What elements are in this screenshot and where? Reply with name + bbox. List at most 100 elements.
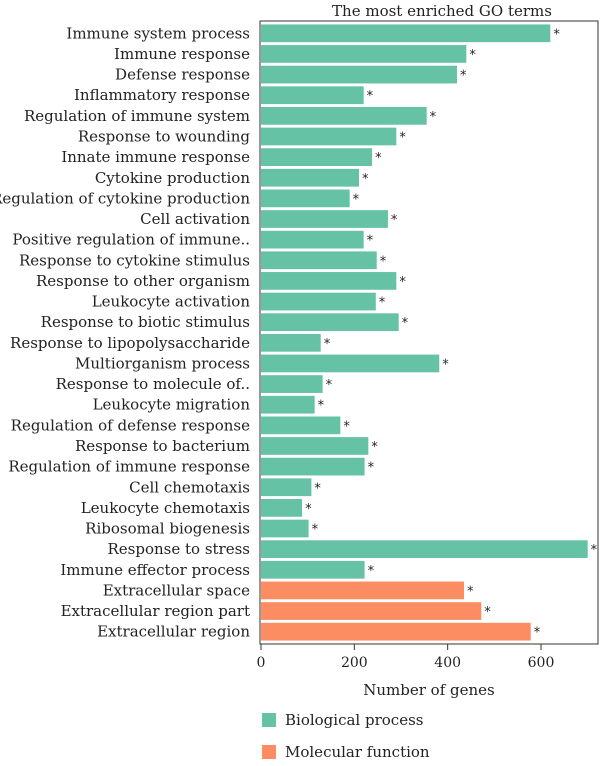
bar xyxy=(261,540,588,559)
category-label: Immune effector process xyxy=(60,561,250,579)
significance-marker: * xyxy=(399,130,406,145)
bar xyxy=(261,106,427,125)
category-label: Immune system process xyxy=(66,24,250,42)
bar xyxy=(261,602,482,620)
bar xyxy=(261,210,388,228)
legend-swatch xyxy=(262,745,276,759)
plot-frame xyxy=(259,20,599,645)
bar xyxy=(261,375,323,393)
significance-marker: * xyxy=(318,399,325,414)
category-label: Response to wounding xyxy=(78,127,251,145)
bar xyxy=(261,437,369,455)
significance-marker: * xyxy=(460,69,467,84)
bar xyxy=(261,519,309,538)
significance-marker: * xyxy=(305,502,312,517)
bar xyxy=(261,86,364,105)
significance-marker: * xyxy=(367,89,374,104)
x-tick-label: 0 xyxy=(257,655,266,671)
bar xyxy=(261,313,399,332)
category-label: Regulation of cytokine production xyxy=(0,189,250,207)
bar xyxy=(261,127,397,146)
bar xyxy=(261,581,464,600)
category-label: Extracellular region part xyxy=(61,602,250,620)
bar xyxy=(261,189,350,208)
bar xyxy=(261,45,467,63)
category-label: Positive regulation of immune.. xyxy=(12,231,250,249)
legend-label: Molecular function xyxy=(285,743,430,761)
category-label: Response to cytokine stimulus xyxy=(19,251,250,269)
significance-marker: * xyxy=(430,110,437,125)
legend-swatch xyxy=(262,713,276,727)
category-label: Regulation of immune response xyxy=(8,458,250,476)
category-label: Ribosomal biogenesis xyxy=(85,520,250,538)
significance-marker: * xyxy=(467,584,474,599)
significance-marker: * xyxy=(326,378,333,393)
legend: Biological process Molecular function xyxy=(262,711,430,761)
bar xyxy=(261,292,376,311)
category-label: Regulation of immune system xyxy=(24,107,250,125)
bar xyxy=(261,65,457,84)
category-label: Response to stress xyxy=(108,540,251,558)
x-tick-label: 600 xyxy=(528,655,555,671)
category-label: Regulation of defense response xyxy=(11,416,250,434)
significance-marker: * xyxy=(367,234,374,249)
bar xyxy=(261,24,551,43)
legend-label: Biological process xyxy=(285,711,423,729)
significance-marker: * xyxy=(314,481,321,496)
significance-marker: * xyxy=(553,27,560,42)
category-label: Response to other organism xyxy=(36,272,250,290)
category-label: Response to biotic stimulus xyxy=(41,313,250,331)
x-axis-label: Number of genes xyxy=(363,681,495,699)
significance-marker: * xyxy=(442,357,449,372)
significance-marker: * xyxy=(484,605,491,620)
category-label: Innate immune response xyxy=(61,148,250,166)
bar xyxy=(261,395,315,414)
significance-marker: * xyxy=(375,151,382,166)
category-label: Extracellular space xyxy=(103,581,250,599)
bar xyxy=(261,148,373,166)
significance-marker: * xyxy=(591,543,598,558)
category-label: Cytokine production xyxy=(95,169,251,187)
category-label: Cell chemotaxis xyxy=(129,478,250,496)
significance-marker: * xyxy=(380,254,387,269)
category-label: Leukocyte activation xyxy=(92,293,251,311)
x-tick-label: 200 xyxy=(341,655,368,671)
category-label: Multiorganism process xyxy=(75,354,250,372)
bar xyxy=(261,272,397,290)
significance-marker: * xyxy=(402,316,409,331)
bar xyxy=(261,416,341,435)
bar xyxy=(261,168,359,187)
bar xyxy=(261,333,321,352)
significance-marker: * xyxy=(343,419,350,434)
bars-layer: ****************************** xyxy=(261,24,598,641)
category-label: Leukocyte migration xyxy=(93,396,251,414)
significance-marker: * xyxy=(391,213,398,228)
significance-marker: * xyxy=(353,192,360,207)
chart-title: The most enriched GO terms xyxy=(332,2,552,20)
bar xyxy=(261,230,364,249)
bar xyxy=(261,457,365,476)
significance-marker: * xyxy=(368,461,375,476)
bar xyxy=(261,499,303,517)
bar xyxy=(261,478,312,497)
significance-marker: * xyxy=(362,172,369,187)
significance-marker: * xyxy=(379,296,386,311)
x-axis: 0 200 400 600 xyxy=(257,644,555,671)
category-label: Response to molecule of.. xyxy=(56,375,250,393)
bar xyxy=(261,251,377,270)
bar xyxy=(261,560,365,579)
significance-marker: * xyxy=(324,337,331,352)
category-label: Inflammatory response xyxy=(74,86,250,104)
significance-marker: * xyxy=(534,626,541,641)
significance-marker: * xyxy=(399,275,406,290)
category-label: Response to lipopolysaccharide xyxy=(10,334,250,352)
category-label: Leukocyte chemotaxis xyxy=(81,499,250,517)
category-label: Cell activation xyxy=(140,210,250,228)
category-label: Extracellular region xyxy=(97,623,250,641)
category-labels: Immune system process Immune response Defe… xyxy=(0,24,250,640)
significance-marker: * xyxy=(469,48,476,63)
significance-marker: * xyxy=(312,523,319,538)
bar xyxy=(261,622,531,641)
significance-marker: * xyxy=(371,440,378,455)
